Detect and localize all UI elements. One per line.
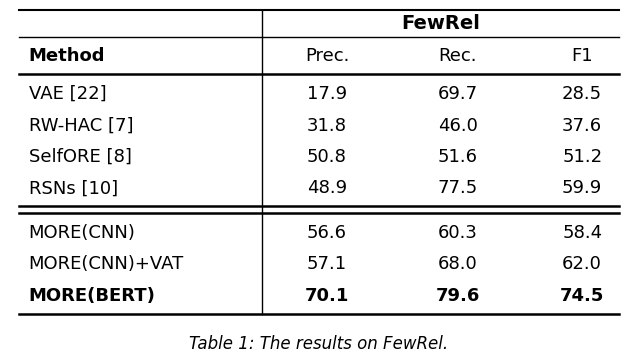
Text: 48.9: 48.9 [307,180,347,197]
Text: 46.0: 46.0 [438,117,478,134]
Text: 31.8: 31.8 [307,117,347,134]
Text: 51.6: 51.6 [438,148,478,166]
Text: 51.2: 51.2 [562,148,602,166]
Text: 58.4: 58.4 [562,224,602,242]
Text: Table 1: The results on FewRel.: Table 1: The results on FewRel. [189,335,449,352]
Text: 68.0: 68.0 [438,255,478,273]
Text: 28.5: 28.5 [562,85,602,103]
Text: F1: F1 [572,47,593,65]
Text: 62.0: 62.0 [562,255,602,273]
Text: MORE(CNN)+VAT: MORE(CNN)+VAT [29,255,184,273]
Text: RW-HAC [7]: RW-HAC [7] [29,117,133,134]
Text: 57.1: 57.1 [307,255,347,273]
Text: 17.9: 17.9 [307,85,347,103]
Text: 70.1: 70.1 [305,287,349,305]
Text: 69.7: 69.7 [438,85,478,103]
Text: MORE(CNN): MORE(CNN) [29,224,136,242]
Text: SelfORE [8]: SelfORE [8] [29,148,131,166]
Text: RSNs [10]: RSNs [10] [29,180,118,197]
Text: 74.5: 74.5 [560,287,604,305]
Text: 60.3: 60.3 [438,224,478,242]
Text: VAE [22]: VAE [22] [29,85,107,103]
Text: 59.9: 59.9 [562,180,602,197]
Text: Method: Method [29,47,105,65]
Text: 56.6: 56.6 [307,224,347,242]
Text: Prec.: Prec. [305,47,349,65]
Text: MORE(BERT): MORE(BERT) [29,287,156,305]
Text: 79.6: 79.6 [436,287,480,305]
Text: FewRel: FewRel [401,13,480,32]
Text: 37.6: 37.6 [562,117,602,134]
Text: 77.5: 77.5 [438,180,478,197]
Text: Rec.: Rec. [438,47,477,65]
Text: 50.8: 50.8 [307,148,347,166]
